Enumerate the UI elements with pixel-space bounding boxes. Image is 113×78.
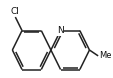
Text: N: N: [57, 26, 63, 35]
Text: Me: Me: [98, 51, 111, 60]
Text: Cl: Cl: [11, 7, 20, 16]
